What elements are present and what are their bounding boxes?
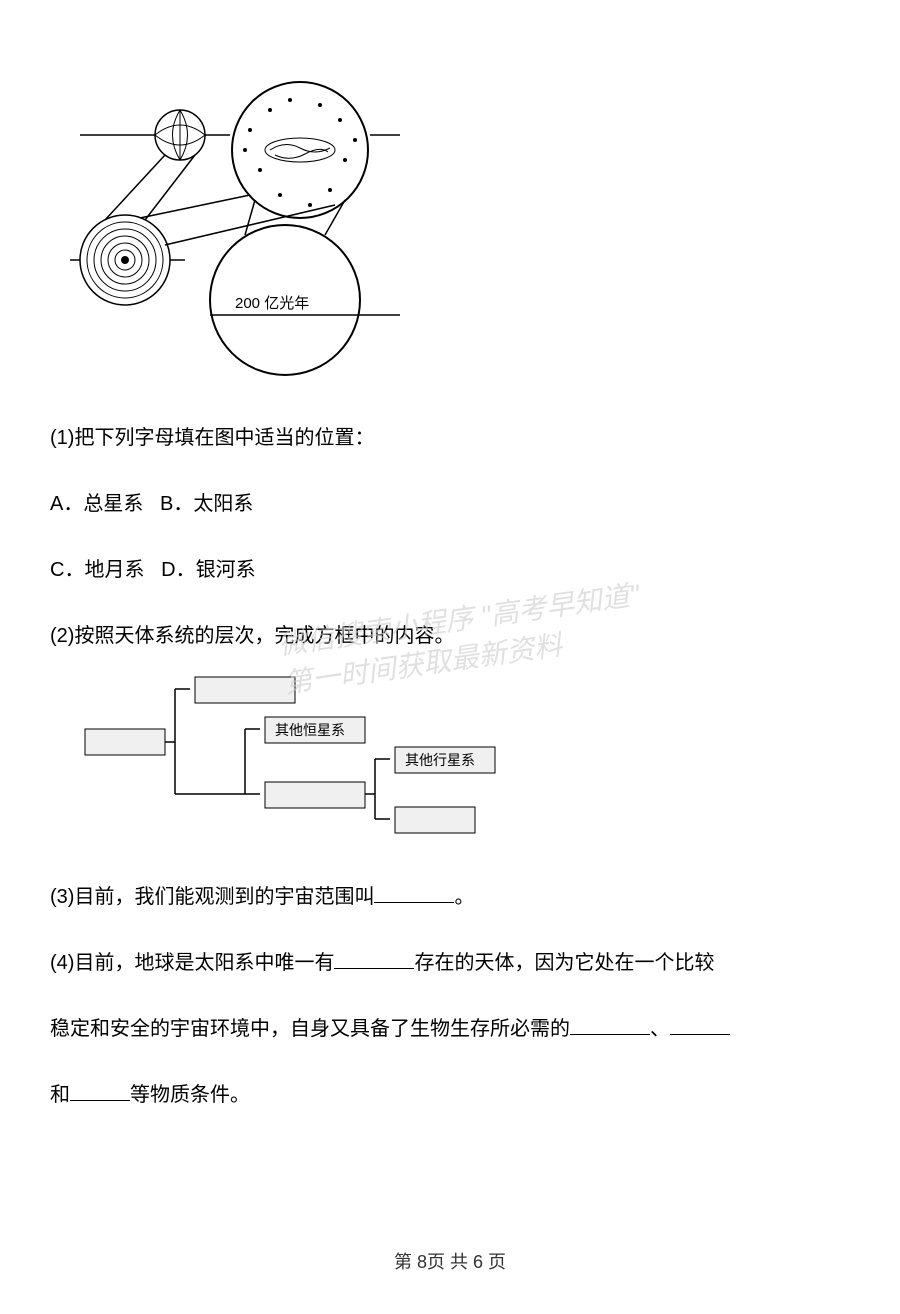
question-4-line1: (4)目前，地球是太阳系中唯一有 存在的天体，因为它处在一个比较 bbox=[50, 935, 850, 991]
diagram-label: 200 亿光年 bbox=[235, 295, 309, 312]
blank-q4-4[interactable] bbox=[70, 1081, 130, 1101]
hierarchy-diagram: 其他恒星系 其他行星系 bbox=[80, 674, 850, 839]
blank-q4-3[interactable] bbox=[670, 1015, 730, 1035]
box-other-planets: 其他行星系 bbox=[405, 752, 475, 768]
option-d: D．银河系 bbox=[161, 559, 255, 581]
q4-part2: 存在的天体，因为它处在一个比较 bbox=[414, 952, 714, 974]
blank-q3[interactable] bbox=[374, 883, 454, 903]
q4-part4: 、 bbox=[650, 1018, 670, 1040]
option-a: A．总星系 bbox=[50, 493, 143, 515]
question-1: (1)把下列字母填在图中适当的位置： bbox=[50, 410, 850, 466]
q3-prefix: (3)目前，我们能观测到的宇宙范围叫 bbox=[50, 886, 374, 908]
option-b: B．太阳系 bbox=[160, 493, 253, 515]
box-other-stars: 其他恒星系 bbox=[275, 722, 345, 738]
question-4-line2: 稳定和安全的宇宙环境中，自身又具备了生物生存所必需的 、 bbox=[50, 1001, 850, 1057]
q3-suffix: 。 bbox=[454, 886, 474, 908]
question-1-options-cd: C．地月系 D．银河系 bbox=[50, 542, 850, 598]
question-4-line3: 和 等物质条件。 bbox=[50, 1067, 850, 1123]
question-3: (3)目前，我们能观测到的宇宙范围叫 。 bbox=[50, 869, 850, 925]
page-footer: 第 8页 共 6 页 bbox=[0, 1248, 900, 1274]
celestial-diagram: 200 亿光年 bbox=[70, 80, 850, 380]
blank-q4-1[interactable] bbox=[334, 949, 414, 969]
q4-part6: 等物质条件。 bbox=[130, 1084, 250, 1106]
option-c: C．地月系 bbox=[50, 559, 144, 581]
question-2: (2)按照天体系统的层次，完成方框中的内容。 bbox=[50, 608, 850, 664]
q4-part5: 和 bbox=[50, 1084, 70, 1106]
q4-part3: 稳定和安全的宇宙环境中，自身又具备了生物生存所必需的 bbox=[50, 1018, 570, 1040]
blank-q4-2[interactable] bbox=[570, 1015, 650, 1035]
question-1-options-ab: A．总星系 B．太阳系 bbox=[50, 476, 850, 532]
q4-part1: (4)目前，地球是太阳系中唯一有 bbox=[50, 952, 334, 974]
